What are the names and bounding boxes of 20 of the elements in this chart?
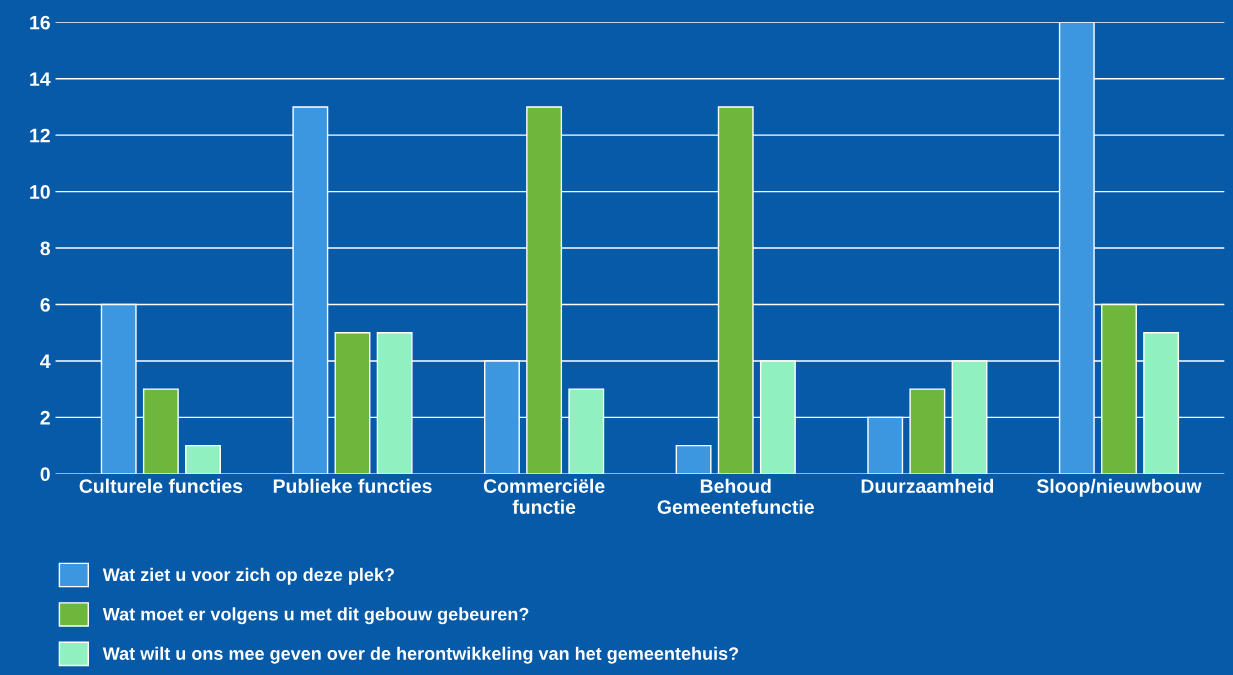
y-tick-label: 8 — [40, 241, 51, 256]
y-tick-label: 16 — [30, 15, 50, 30]
bar — [675, 444, 712, 474]
y-tick-label: 14 — [30, 72, 51, 86]
legend-label: Wat wilt u ons mee geven over de herontwikkeling van het gemeentehuis? — [102, 646, 739, 664]
y-tick-label: 4 — [40, 354, 51, 368]
x-tick-label: Commerciële functie — [483, 478, 605, 514]
x-tick-label: Duurzaamheid — [861, 478, 994, 493]
y-tick-label: 0 — [40, 467, 50, 482]
legend-label: Wat ziet u voor zich op deze plek? — [102, 567, 394, 585]
x-tick-label: Sloop/nieuwbouw — [1036, 478, 1202, 497]
legend-label: Wat moet er volgens u met dit gebouw gebeuren? — [102, 607, 529, 625]
x-tick-label: Culturele functies — [79, 478, 243, 493]
bar — [185, 444, 221, 474]
y-tick-label: 6 — [40, 297, 50, 312]
y-tick-label: 12 — [30, 128, 50, 143]
y-tick-label: 10 — [30, 185, 50, 199]
x-tick-label: Publieke functies — [273, 478, 432, 493]
y-tick-label: 2 — [40, 410, 50, 425]
x-tick-label: Behoud Gemeentefunctie — [657, 478, 814, 514]
